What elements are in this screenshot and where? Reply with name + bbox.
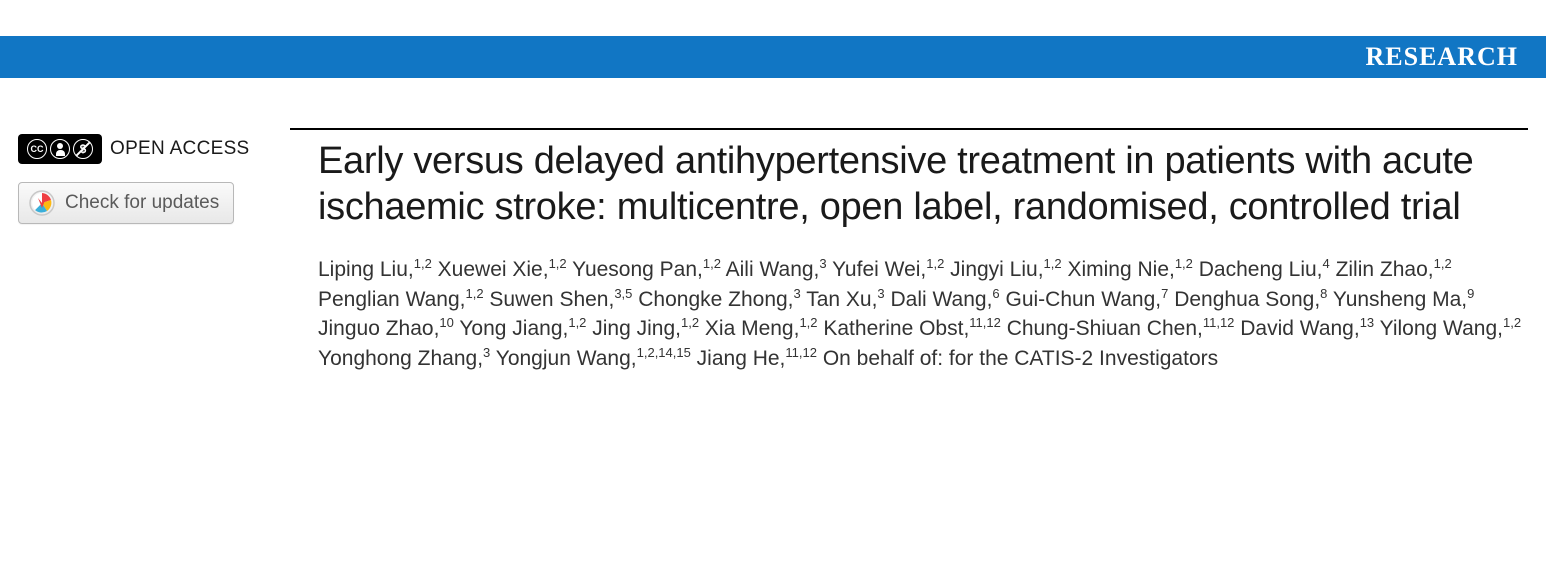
check-for-updates-button[interactable]: Check for updates [18, 182, 234, 224]
section-label: RESEARCH [1366, 42, 1518, 72]
content-row: CC OPEN ACCESS Check for updates Early [0, 78, 1546, 374]
crossmark-icon [29, 190, 55, 216]
article-title: Early versus delayed antihypertensive tr… [318, 138, 1528, 231]
sidebar: CC OPEN ACCESS Check for updates [18, 128, 290, 374]
check-for-updates-label: Check for updates [65, 192, 219, 214]
author-list: Liping Liu,1,2 Xuewei Xie,1,2 Yuesong Pa… [318, 255, 1528, 374]
article-main: Early versus delayed antihypertensive tr… [290, 128, 1528, 374]
section-banner: RESEARCH [0, 36, 1546, 78]
open-access-badge: CC OPEN ACCESS [18, 134, 290, 164]
cc-license-icon: CC [18, 134, 102, 164]
open-access-label: OPEN ACCESS [110, 138, 250, 160]
cc-icon: CC [27, 139, 47, 159]
cc-by-icon [50, 139, 70, 159]
cc-nc-icon [73, 139, 93, 159]
